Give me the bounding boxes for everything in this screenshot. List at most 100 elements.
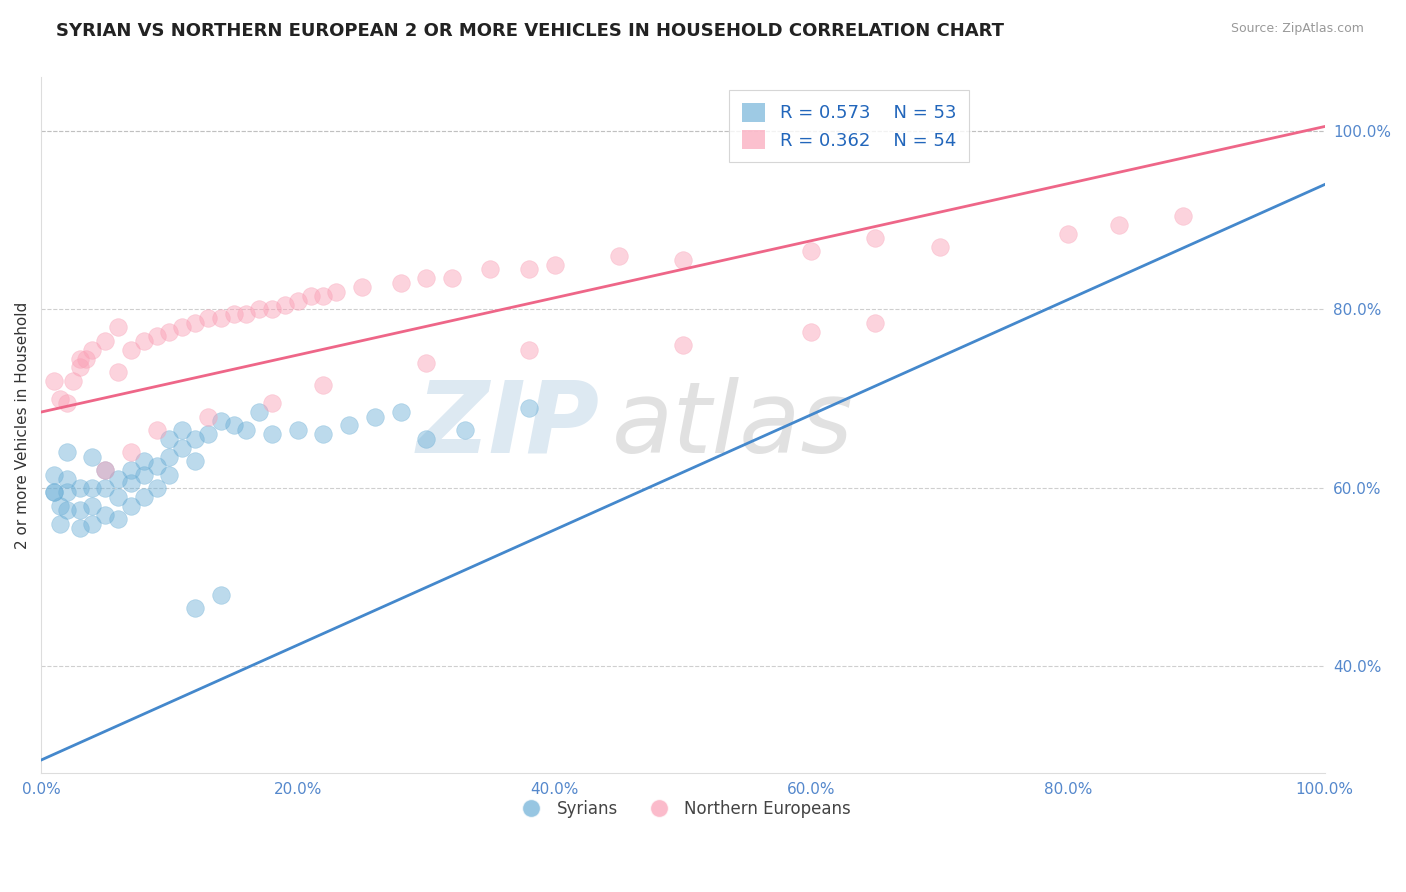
Text: Source: ZipAtlas.com: Source: ZipAtlas.com bbox=[1230, 22, 1364, 36]
Point bbox=[69, 360, 91, 375]
Point bbox=[274, 298, 297, 312]
Point bbox=[865, 316, 887, 330]
Point bbox=[209, 311, 232, 326]
Y-axis label: 2 or more Vehicles in Household: 2 or more Vehicles in Household bbox=[15, 301, 30, 549]
Point bbox=[55, 396, 77, 410]
Point bbox=[49, 392, 72, 406]
Point bbox=[82, 343, 104, 357]
Point bbox=[184, 316, 207, 330]
Point bbox=[1057, 227, 1080, 241]
Point bbox=[209, 588, 232, 602]
Point bbox=[222, 418, 245, 433]
Text: SYRIAN VS NORTHERN EUROPEAN 2 OR MORE VEHICLES IN HOUSEHOLD CORRELATION CHART: SYRIAN VS NORTHERN EUROPEAN 2 OR MORE VE… bbox=[56, 22, 1004, 40]
Point bbox=[107, 472, 129, 486]
Point bbox=[184, 601, 207, 615]
Point bbox=[69, 351, 91, 366]
Point bbox=[159, 325, 181, 339]
Point bbox=[325, 285, 347, 299]
Point bbox=[517, 401, 540, 415]
Point bbox=[145, 423, 167, 437]
Point bbox=[120, 445, 142, 459]
Point bbox=[415, 432, 437, 446]
Point bbox=[209, 414, 232, 428]
Point bbox=[197, 311, 219, 326]
Point bbox=[235, 307, 257, 321]
Point bbox=[479, 262, 502, 277]
Point bbox=[607, 249, 630, 263]
Point bbox=[800, 244, 823, 259]
Point bbox=[132, 454, 155, 468]
Point bbox=[415, 356, 437, 370]
Point bbox=[287, 293, 309, 308]
Point bbox=[107, 490, 129, 504]
Point bbox=[247, 302, 270, 317]
Point bbox=[55, 472, 77, 486]
Point bbox=[262, 302, 284, 317]
Text: atlas: atlas bbox=[612, 377, 853, 474]
Point bbox=[49, 499, 72, 513]
Point bbox=[389, 405, 412, 419]
Point bbox=[312, 289, 335, 303]
Legend: Syrians, Northern Europeans: Syrians, Northern Europeans bbox=[508, 793, 858, 824]
Point bbox=[454, 423, 477, 437]
Point bbox=[1108, 218, 1130, 232]
Point bbox=[62, 374, 84, 388]
Point bbox=[1173, 209, 1195, 223]
Point bbox=[107, 512, 129, 526]
Point bbox=[42, 467, 65, 482]
Point bbox=[120, 343, 142, 357]
Point bbox=[287, 423, 309, 437]
Point bbox=[94, 481, 117, 495]
Point bbox=[172, 320, 194, 334]
Point bbox=[120, 463, 142, 477]
Point bbox=[172, 441, 194, 455]
Point bbox=[672, 338, 695, 352]
Point bbox=[672, 253, 695, 268]
Point bbox=[247, 405, 270, 419]
Point bbox=[337, 418, 360, 433]
Point bbox=[49, 516, 72, 531]
Point bbox=[82, 450, 104, 464]
Point bbox=[69, 503, 91, 517]
Point bbox=[262, 396, 284, 410]
Point bbox=[94, 334, 117, 348]
Point bbox=[145, 481, 167, 495]
Point bbox=[159, 450, 181, 464]
Point bbox=[517, 262, 540, 277]
Point bbox=[543, 258, 565, 272]
Point bbox=[184, 454, 207, 468]
Text: ZIP: ZIP bbox=[416, 377, 599, 474]
Point bbox=[312, 427, 335, 442]
Point bbox=[55, 445, 77, 459]
Point bbox=[517, 343, 540, 357]
Point bbox=[82, 499, 104, 513]
Point bbox=[75, 351, 97, 366]
Point bbox=[132, 467, 155, 482]
Point bbox=[82, 516, 104, 531]
Point bbox=[69, 521, 91, 535]
Point bbox=[132, 490, 155, 504]
Point bbox=[222, 307, 245, 321]
Point bbox=[197, 427, 219, 442]
Point bbox=[145, 329, 167, 343]
Point bbox=[107, 320, 129, 334]
Point bbox=[364, 409, 387, 424]
Point bbox=[159, 467, 181, 482]
Point bbox=[172, 423, 194, 437]
Point bbox=[159, 432, 181, 446]
Point bbox=[184, 432, 207, 446]
Point bbox=[42, 485, 65, 500]
Point bbox=[94, 508, 117, 522]
Point bbox=[69, 481, 91, 495]
Point bbox=[55, 503, 77, 517]
Point bbox=[120, 476, 142, 491]
Point bbox=[197, 409, 219, 424]
Point bbox=[928, 240, 950, 254]
Point bbox=[299, 289, 322, 303]
Point bbox=[82, 481, 104, 495]
Point bbox=[312, 378, 335, 392]
Point bbox=[42, 485, 65, 500]
Point bbox=[235, 423, 257, 437]
Point bbox=[94, 463, 117, 477]
Point bbox=[262, 427, 284, 442]
